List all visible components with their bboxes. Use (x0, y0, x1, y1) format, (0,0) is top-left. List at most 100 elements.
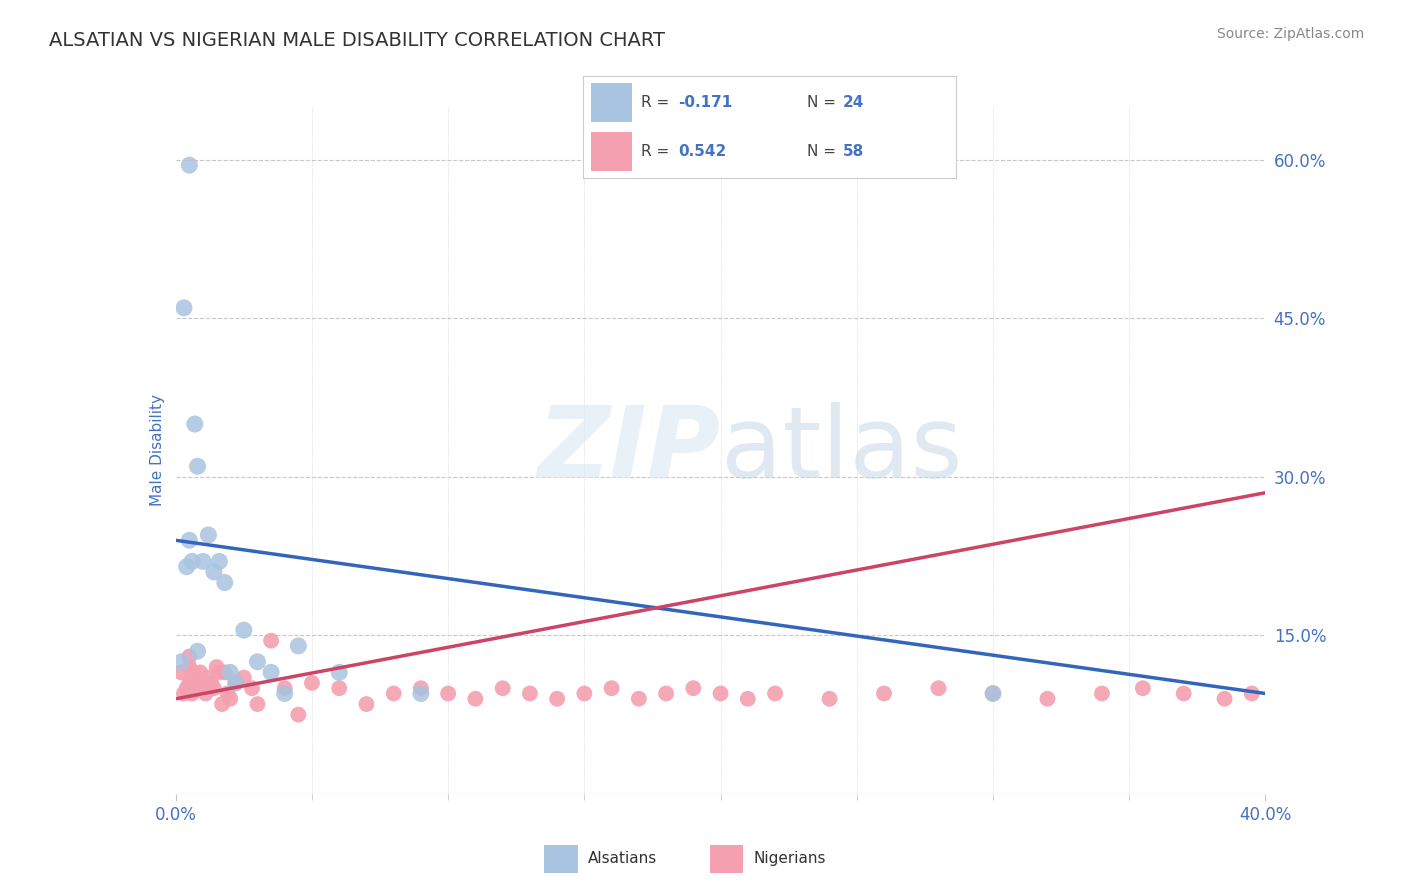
Point (173, 686, 195, 700)
Point (202, 681, 225, 696)
Point (202, 565, 225, 579)
Text: R =: R = (641, 95, 675, 110)
Point (179, 158, 201, 172)
Point (274, 681, 297, 696)
Point (763, 686, 786, 700)
Point (1213, 691, 1236, 706)
Point (197, 671, 219, 685)
Text: 24: 24 (842, 95, 863, 110)
Point (200, 676, 222, 690)
Point (217, 686, 239, 700)
Point (328, 665, 350, 680)
Point (981, 686, 1004, 700)
Point (546, 691, 568, 706)
FancyBboxPatch shape (710, 846, 744, 872)
Point (274, 686, 297, 700)
Point (170, 655, 193, 669)
Text: N =: N = (807, 95, 841, 110)
Text: N =: N = (807, 145, 841, 160)
Point (181, 554, 204, 568)
Point (356, 697, 378, 711)
Point (232, 671, 254, 685)
Text: ALSATIAN VS NIGERIAN MALE DISABILITY CORRELATION CHART: ALSATIAN VS NIGERIAN MALE DISABILITY COR… (49, 31, 665, 50)
Point (214, 575, 236, 590)
Point (301, 676, 323, 690)
Point (981, 686, 1004, 700)
Point (186, 681, 209, 696)
Point (246, 655, 269, 669)
Point (1240, 686, 1263, 700)
Point (197, 528, 219, 542)
Text: Alsatians: Alsatians (588, 851, 658, 866)
Point (655, 686, 678, 700)
Point (600, 681, 623, 696)
Point (211, 697, 233, 711)
Point (1173, 686, 1195, 700)
Text: Nigerians: Nigerians (754, 851, 827, 866)
Point (208, 665, 231, 680)
Point (260, 633, 283, 648)
Point (1132, 681, 1154, 696)
Point (287, 707, 309, 722)
Point (186, 644, 209, 658)
Point (737, 691, 759, 706)
Point (184, 417, 207, 431)
Point (464, 691, 486, 706)
Point (246, 697, 269, 711)
Point (225, 676, 247, 690)
Point (627, 691, 650, 706)
Point (191, 554, 214, 568)
Point (191, 676, 214, 690)
Point (188, 665, 211, 680)
Point (194, 686, 217, 700)
Point (179, 660, 201, 674)
Point (710, 686, 733, 700)
Point (240, 681, 263, 696)
Y-axis label: Male Disability: Male Disability (149, 394, 165, 507)
FancyBboxPatch shape (591, 132, 631, 171)
Point (818, 691, 841, 706)
FancyBboxPatch shape (544, 846, 578, 872)
Point (232, 623, 254, 637)
Point (179, 533, 201, 548)
Point (873, 686, 896, 700)
Text: -0.171: -0.171 (679, 95, 733, 110)
Point (181, 671, 204, 685)
Point (208, 554, 231, 568)
Point (173, 301, 195, 315)
Point (170, 665, 193, 680)
Text: ZIP: ZIP (537, 402, 721, 499)
Point (181, 665, 204, 680)
Point (574, 686, 596, 700)
Point (409, 681, 432, 696)
Point (219, 665, 242, 680)
Point (260, 665, 283, 680)
Point (492, 681, 515, 696)
FancyBboxPatch shape (591, 83, 631, 122)
Point (186, 459, 209, 474)
Point (219, 691, 242, 706)
Point (184, 671, 207, 685)
Text: 0.542: 0.542 (679, 145, 727, 160)
Point (181, 686, 204, 700)
Point (682, 681, 704, 696)
Point (214, 665, 236, 680)
Point (287, 639, 309, 653)
Point (176, 559, 198, 574)
Point (205, 660, 228, 674)
Point (1091, 686, 1114, 700)
Point (179, 649, 201, 664)
Text: Source: ZipAtlas.com: Source: ZipAtlas.com (1216, 27, 1364, 41)
Point (225, 676, 247, 690)
Point (1036, 691, 1059, 706)
Point (328, 681, 350, 696)
Point (519, 686, 541, 700)
Point (176, 681, 198, 696)
Point (437, 686, 460, 700)
Text: atlas: atlas (721, 402, 962, 499)
Text: R =: R = (641, 145, 675, 160)
Point (382, 686, 405, 700)
Text: 58: 58 (842, 145, 863, 160)
Point (928, 681, 950, 696)
Point (179, 676, 201, 690)
